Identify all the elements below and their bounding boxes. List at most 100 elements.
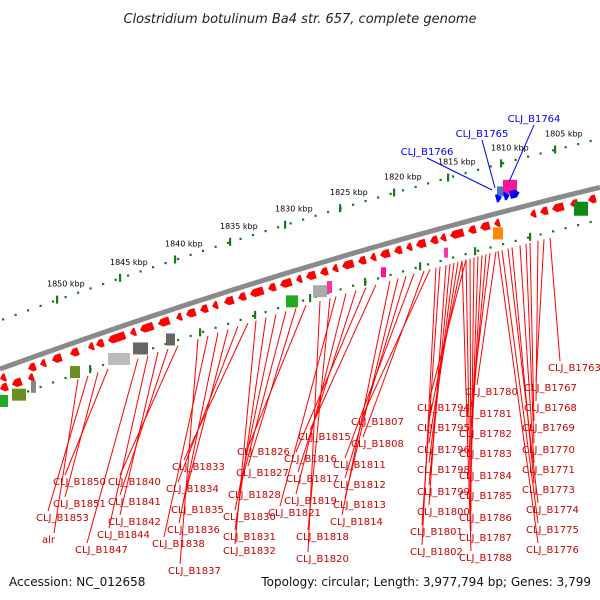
outer-scale-dot	[527, 155, 530, 158]
outer-scale-dot	[27, 309, 30, 312]
outer-scale-dot	[364, 199, 367, 203]
rna-feature-box	[286, 295, 298, 308]
inner-scale-dot	[414, 266, 417, 269]
inner-scale-dot	[264, 310, 267, 314]
outer-scale-dot	[427, 182, 430, 185]
gene-label: CLJ_B1814	[330, 517, 383, 528]
gene-label: CLJ_B1808	[351, 439, 404, 450]
highlight-gene-label: CLJ_B1766	[401, 147, 454, 158]
gene-leader-line	[476, 251, 497, 386]
gene-leader-line	[119, 348, 169, 496]
inner-scale-dot	[552, 230, 555, 233]
major-tick	[393, 188, 396, 197]
inner-scale-dot	[577, 224, 580, 227]
gene-leader-line	[501, 250, 539, 524]
pseudo-feature-box	[166, 333, 175, 346]
inner-scale-dot	[39, 385, 42, 389]
gene-arrow	[96, 338, 105, 348]
gene-leader-line	[549, 237, 561, 362]
gene-arrow	[468, 225, 477, 234]
inner-scale-dot	[302, 299, 305, 302]
gene-leader-line	[307, 298, 331, 531]
gene-arrow	[0, 373, 8, 382]
pseudo-feature-box	[31, 380, 36, 393]
gene-arrow	[186, 308, 197, 318]
inner-scale-dot	[502, 243, 505, 246]
outer-scale-dot	[277, 226, 280, 229]
gene-arrow	[430, 235, 439, 245]
gene-arrow	[70, 347, 80, 357]
gene-label: CLJ_B1847	[75, 545, 128, 556]
inner-major-tick	[419, 262, 422, 271]
gene-label: CLJ_B1840	[108, 477, 161, 488]
inner-major-tick	[474, 247, 477, 256]
outer-scale-dot	[502, 162, 505, 165]
gene-label: CLJ_B1798	[417, 465, 470, 476]
outer-scale-dot	[64, 295, 67, 299]
gene-arrow	[296, 274, 303, 283]
gene-leader-line	[177, 326, 239, 483]
gene-arrow	[28, 373, 35, 382]
gene-leader-line	[421, 267, 437, 546]
gene-leader-line	[234, 314, 277, 511]
gene-leader-line	[535, 240, 539, 402]
gene-leader-line	[362, 269, 431, 416]
gene-label: CLJ_B1767	[524, 383, 577, 394]
gene-leader-line	[119, 352, 159, 516]
gene-label: CLJ_B1837	[168, 566, 221, 577]
gene-arrow	[306, 270, 317, 280]
inner-major-tick	[199, 328, 202, 337]
gene-leader-line	[344, 273, 415, 459]
outer-scale-dot	[464, 172, 467, 175]
rna-feature-box	[574, 201, 588, 216]
inner-scale-dot	[227, 322, 230, 325]
gene-leader-line	[53, 379, 79, 534]
inner-scale-dot	[27, 390, 30, 393]
inner-scale-dot	[477, 249, 480, 252]
scale-ticks: 1850 kbp 1845 kbp 1840 kbp 1835 kbp 1830 kbp…	[2, 129, 592, 402]
gene-arrow	[238, 292, 247, 301]
tick-label: 1810 kbp	[491, 143, 529, 152]
inner-major-tick	[309, 294, 312, 303]
gene-leader-line	[497, 251, 539, 544]
gene-arrow	[440, 233, 447, 242]
tick-label: 1820 kbp	[384, 173, 422, 182]
inner-scale-dot	[152, 347, 155, 350]
gene-leader-line	[307, 301, 321, 553]
outer-scale-dot	[314, 214, 317, 217]
rna-feature-box	[70, 366, 80, 379]
gene-leader-line	[234, 317, 267, 531]
tick-label: 1815 kbp	[438, 158, 476, 167]
gene-label: CLJ_B1851	[53, 499, 106, 510]
gene-arrow	[268, 282, 277, 292]
inner-scale-dot	[402, 270, 405, 273]
outer-scale-dot	[177, 257, 180, 261]
gene-arrow	[40, 358, 47, 368]
gene-label: CLJ_B1802	[410, 547, 463, 558]
gene-label: CLJ_B1828	[228, 490, 281, 501]
highlight-leader-line	[508, 124, 535, 183]
gene-arrow	[52, 353, 63, 363]
gene-label: CLJ_B1844	[97, 530, 150, 541]
gene-label: CLJ_B1817	[286, 474, 339, 485]
gene-label: CLJ_B1788	[459, 553, 512, 564]
highlight-leader-line	[426, 157, 493, 191]
gene-label: CLJ_B1785	[459, 491, 512, 502]
gene-arrow	[480, 221, 491, 231]
outer-scale-dot	[52, 300, 55, 303]
gene-label: CLJ_B1833	[172, 462, 225, 473]
outer-scale-dot	[227, 241, 230, 244]
genome-backbone	[0, 184, 600, 372]
outer-scale-dot	[477, 168, 480, 171]
gene-leader-line	[86, 358, 139, 544]
outer-scale-dot	[564, 146, 567, 149]
gene-leader-line	[362, 270, 425, 438]
outer-scale-dot	[2, 318, 5, 321]
outer-scale-dot	[127, 274, 130, 277]
gene-arrow	[250, 286, 265, 298]
gene-arrow	[540, 206, 549, 216]
gene-arrow	[0, 382, 9, 392]
gene-arrow	[552, 202, 565, 213]
gene-leader-line	[64, 372, 99, 498]
inner-scale-dot	[439, 259, 442, 263]
